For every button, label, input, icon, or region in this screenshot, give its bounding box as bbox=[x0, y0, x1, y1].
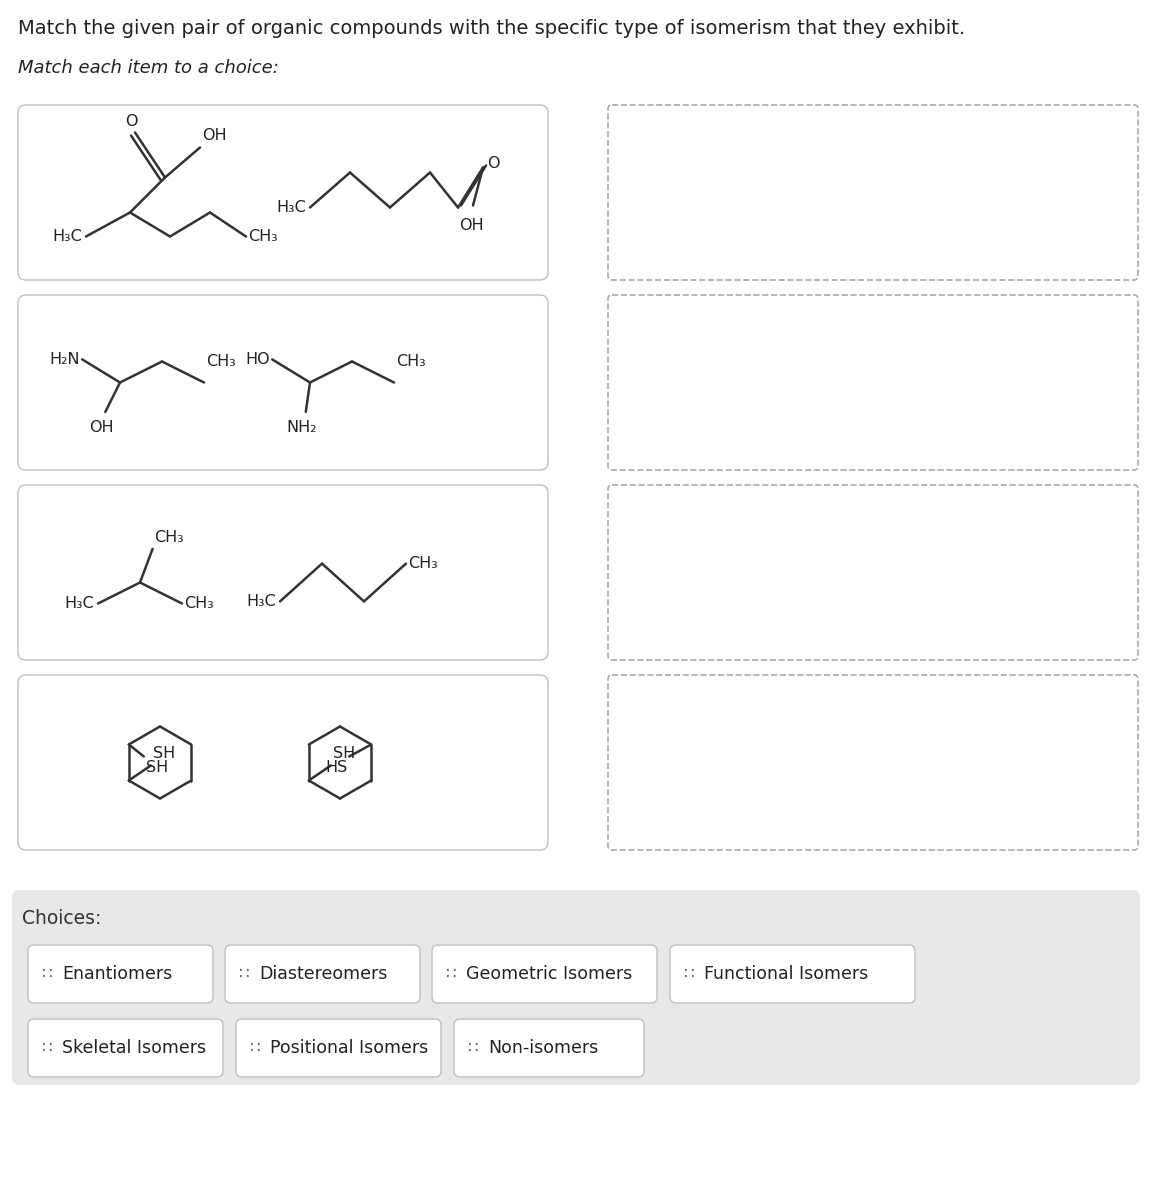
Text: H₃C: H₃C bbox=[52, 229, 82, 244]
FancyBboxPatch shape bbox=[18, 104, 548, 280]
Text: SH: SH bbox=[333, 746, 355, 762]
Text: NH₂: NH₂ bbox=[287, 420, 317, 434]
Text: Functional Isomers: Functional Isomers bbox=[704, 965, 869, 983]
Text: Skeletal Isomers: Skeletal Isomers bbox=[62, 1039, 206, 1057]
Text: Positional Isomers: Positional Isomers bbox=[270, 1039, 429, 1057]
Text: ∷: ∷ bbox=[41, 965, 53, 983]
Text: H₃C: H₃C bbox=[247, 594, 276, 608]
FancyBboxPatch shape bbox=[28, 946, 213, 1003]
Text: ∷: ∷ bbox=[41, 1039, 53, 1057]
FancyBboxPatch shape bbox=[18, 295, 548, 470]
Text: O: O bbox=[487, 156, 500, 170]
FancyBboxPatch shape bbox=[18, 485, 548, 660]
Text: H₂N: H₂N bbox=[50, 352, 81, 367]
Text: CH₃: CH₃ bbox=[408, 556, 438, 571]
Text: Geometric Isomers: Geometric Isomers bbox=[467, 965, 632, 983]
Text: ∷: ∷ bbox=[684, 965, 695, 983]
Text: HS: HS bbox=[325, 761, 347, 775]
Text: Choices:: Choices: bbox=[22, 908, 101, 928]
FancyBboxPatch shape bbox=[28, 1019, 223, 1078]
Text: SH: SH bbox=[153, 746, 175, 762]
Text: H₃C: H₃C bbox=[276, 200, 306, 215]
FancyBboxPatch shape bbox=[432, 946, 657, 1003]
Text: Enantiomers: Enantiomers bbox=[62, 965, 173, 983]
Text: CH₃: CH₃ bbox=[248, 229, 278, 244]
Text: OH: OH bbox=[89, 420, 114, 434]
Text: HO: HO bbox=[245, 352, 271, 367]
Text: CH₃: CH₃ bbox=[396, 354, 426, 370]
Text: Match each item to a choice:: Match each item to a choice: bbox=[18, 59, 279, 77]
Text: Match the given pair of organic compounds with the specific type of isomerism th: Match the given pair of organic compound… bbox=[18, 18, 965, 37]
Text: ∷: ∷ bbox=[468, 1039, 478, 1057]
FancyBboxPatch shape bbox=[18, 674, 548, 850]
FancyBboxPatch shape bbox=[454, 1019, 644, 1078]
Text: CH₃: CH₃ bbox=[154, 530, 184, 545]
Text: ∷: ∷ bbox=[250, 1039, 260, 1057]
Text: CH₃: CH₃ bbox=[206, 354, 236, 370]
Text: ∷: ∷ bbox=[446, 965, 456, 983]
FancyBboxPatch shape bbox=[225, 946, 420, 1003]
Text: CH₃: CH₃ bbox=[184, 596, 214, 611]
FancyBboxPatch shape bbox=[12, 890, 1140, 1085]
Text: SH: SH bbox=[146, 761, 168, 775]
Text: Non-isomers: Non-isomers bbox=[488, 1039, 598, 1057]
FancyBboxPatch shape bbox=[236, 1019, 441, 1078]
Text: O: O bbox=[124, 114, 137, 128]
Text: OH: OH bbox=[458, 217, 484, 233]
Text: OH: OH bbox=[202, 128, 227, 144]
Text: ∷: ∷ bbox=[238, 965, 250, 983]
Text: H₃C: H₃C bbox=[65, 596, 94, 611]
Text: Diastereomers: Diastereomers bbox=[259, 965, 387, 983]
FancyBboxPatch shape bbox=[670, 946, 915, 1003]
